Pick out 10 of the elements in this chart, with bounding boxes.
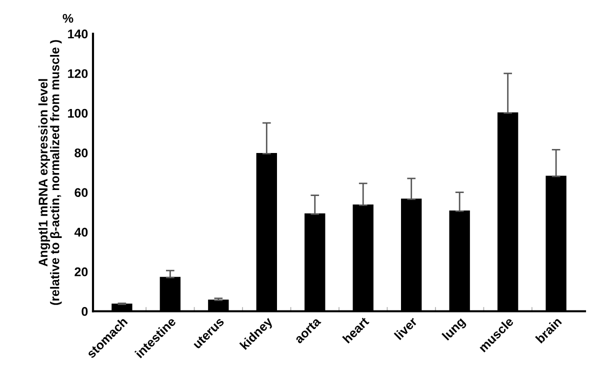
y-tick-label: 140 [68, 30, 88, 38]
y-tick-label: 100 [68, 108, 88, 118]
y-tick-label: 120 [68, 69, 88, 78]
y-tick-label: 0 [82, 307, 88, 316]
y-tick-label: 80 [74, 148, 88, 158]
y-axis-title: Angptl1 mRNA expression level (relative to β-actin, normalized from muscle ) [38, 40, 62, 305]
y-tick-label: 60 [74, 188, 88, 197]
text: % [62, 14, 74, 23]
y-tick-label: 20 [74, 267, 88, 276]
y-tick-label: 40 [74, 228, 88, 237]
